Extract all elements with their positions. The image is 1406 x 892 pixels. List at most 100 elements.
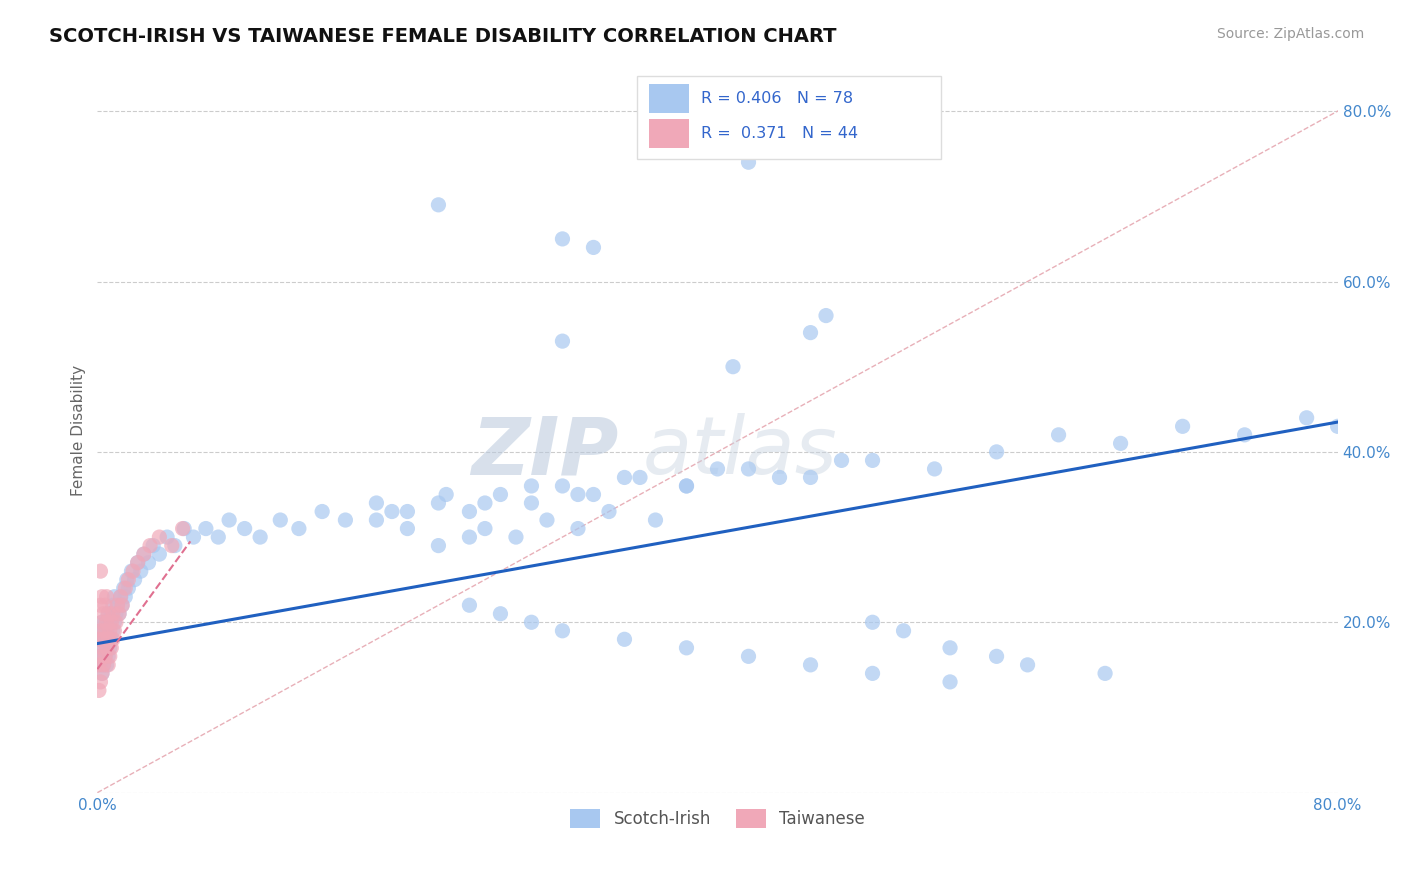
FancyBboxPatch shape — [637, 76, 941, 159]
Point — [132, 547, 155, 561]
Point — [675, 479, 697, 493]
Point — [183, 530, 205, 544]
Point — [97, 607, 120, 621]
Point — [96, 640, 118, 655]
Point — [160, 539, 183, 553]
Point — [101, 599, 124, 613]
Point — [94, 632, 117, 647]
Point — [94, 649, 117, 664]
Point — [103, 624, 125, 638]
Point — [1295, 410, 1317, 425]
Point — [737, 462, 759, 476]
Point — [138, 556, 160, 570]
Point — [94, 599, 117, 613]
Point — [939, 674, 962, 689]
Point — [613, 632, 636, 647]
Point — [120, 564, 142, 578]
Point — [551, 624, 574, 638]
Point — [91, 632, 114, 647]
Point — [93, 657, 115, 672]
Point — [551, 479, 574, 493]
Text: Source: ZipAtlas.com: Source: ZipAtlas.com — [1216, 27, 1364, 41]
Point — [93, 624, 115, 638]
Point — [97, 649, 120, 664]
Point — [100, 640, 122, 655]
Point — [489, 607, 512, 621]
Point — [613, 470, 636, 484]
Point — [89, 599, 111, 613]
Point — [156, 530, 179, 544]
Point — [87, 649, 110, 664]
Point — [458, 504, 481, 518]
Point — [567, 522, 589, 536]
Text: ZIP: ZIP — [471, 413, 619, 491]
Point — [434, 487, 457, 501]
Point — [536, 513, 558, 527]
Bar — [650, 85, 689, 113]
Point — [129, 564, 152, 578]
Point — [862, 666, 884, 681]
Point — [110, 590, 132, 604]
Point — [474, 522, 496, 536]
Point — [93, 632, 115, 647]
Point — [489, 487, 512, 501]
Point — [505, 530, 527, 544]
Point — [207, 530, 229, 544]
Point — [87, 632, 110, 647]
Point — [100, 607, 122, 621]
Point — [335, 513, 357, 527]
Text: R =  0.371   N = 44: R = 0.371 N = 44 — [702, 126, 859, 141]
Point — [87, 632, 110, 647]
Point — [675, 640, 697, 655]
Point — [104, 607, 127, 621]
Point — [458, 530, 481, 544]
Point — [96, 590, 118, 604]
Point — [799, 470, 821, 484]
Point — [103, 615, 125, 630]
Point — [148, 530, 170, 544]
Point — [91, 640, 114, 655]
Point — [737, 649, 759, 664]
Point — [97, 657, 120, 672]
Point — [396, 504, 419, 518]
Point — [173, 522, 195, 536]
Point — [114, 590, 136, 604]
Point — [91, 649, 114, 664]
Point — [139, 539, 162, 553]
Point — [132, 547, 155, 561]
Point — [96, 657, 118, 672]
Point — [101, 624, 124, 638]
Point — [98, 624, 121, 638]
Point — [1233, 427, 1256, 442]
Point — [768, 470, 790, 484]
Point — [924, 462, 946, 476]
Point — [124, 573, 146, 587]
Point — [799, 657, 821, 672]
Point — [94, 649, 117, 664]
Point — [567, 487, 589, 501]
Point — [862, 615, 884, 630]
Point — [1109, 436, 1132, 450]
Point — [520, 479, 543, 493]
Point — [112, 581, 135, 595]
Point — [94, 624, 117, 638]
Point — [1171, 419, 1194, 434]
Point — [111, 599, 134, 613]
Point — [194, 522, 217, 536]
Point — [831, 453, 853, 467]
Y-axis label: Female Disability: Female Disability — [72, 365, 86, 496]
Point — [520, 615, 543, 630]
Point — [114, 581, 136, 595]
Point — [107, 599, 129, 613]
Point — [103, 590, 125, 604]
Point — [97, 632, 120, 647]
Point — [98, 615, 121, 630]
Point — [218, 513, 240, 527]
Point — [96, 640, 118, 655]
Point — [721, 359, 744, 374]
Point — [93, 640, 115, 655]
Point — [814, 309, 837, 323]
Point — [427, 496, 450, 510]
Point — [986, 445, 1008, 459]
Point — [97, 632, 120, 647]
